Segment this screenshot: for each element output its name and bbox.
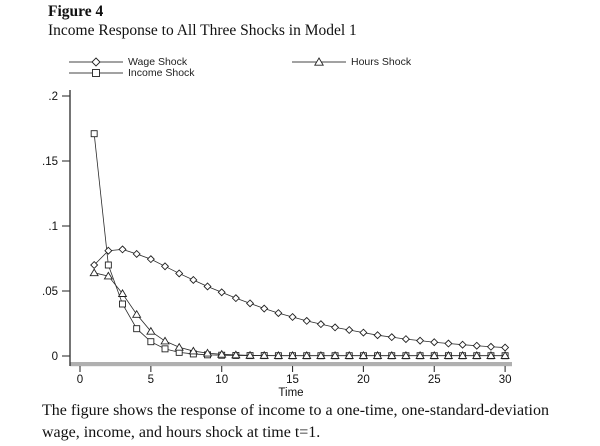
triangle-marker-hours-shock — [160, 336, 170, 345]
triangle-marker-hours-shock — [146, 326, 156, 335]
legend-entry-income-shock: Income Shock — [69, 67, 195, 79]
triangle-marker-hours-shock — [316, 351, 326, 359]
triangle-marker-hours-shock — [472, 351, 482, 359]
diamond-marker-wage-shock — [132, 249, 141, 258]
diamond-marker-wage-shock — [359, 328, 368, 337]
x-tick-label: 30 — [499, 374, 512, 386]
square-marker-income-shock — [90, 130, 98, 138]
diamond-marker-wage-shock — [416, 336, 425, 345]
triangle-marker-hours-shock — [287, 351, 298, 359]
diamond-marker-wage-shock — [160, 262, 170, 271]
triangle-marker-hours-shock — [302, 351, 312, 359]
diamond-marker-wage-shock — [316, 320, 325, 329]
diamond-marker-wage-shock — [246, 299, 255, 308]
diamond-marker-wage-shock — [345, 325, 354, 335]
triangle-marker-hours-shock — [344, 351, 354, 359]
triangle-marker-hours-shock — [103, 271, 114, 280]
x-axis-line — [70, 362, 512, 367]
triangle-marker-hours-shock — [387, 351, 397, 359]
diamond-marker-wage-shock — [373, 331, 382, 340]
diamond-marker-wage-shock — [203, 282, 212, 291]
triangle-marker-hours-shock — [89, 268, 99, 277]
diamond-marker-wage-shock — [231, 294, 240, 303]
x-tick-label: 25 — [428, 374, 441, 386]
triangle-marker-hours-shock — [500, 351, 510, 359]
diamond-marker-wage-shock — [288, 312, 297, 322]
diamond-marker-wage-shock — [217, 288, 226, 297]
diamond-marker-wage-shock — [260, 304, 269, 313]
y-tick-label: 0 — [52, 351, 58, 363]
hours-shock-line-triangle-icon — [292, 57, 346, 66]
triangle-marker-hours-shock — [330, 351, 340, 359]
triangle-marker-hours-shock — [245, 350, 255, 359]
triangle-marker-hours-shock — [358, 351, 369, 359]
x-tick-label: 15 — [286, 374, 299, 386]
figure-title: Income Response to All Three Shocks in M… — [48, 22, 357, 39]
diamond-marker-wage-shock — [118, 245, 127, 254]
figure-caption-line1: The figure shows the response of income … — [42, 402, 549, 419]
wage-shock-line-diamond-icon — [69, 57, 123, 67]
series-line-wage-shock — [93, 248, 506, 348]
x-tick-label: 0 — [77, 374, 83, 386]
triangle-marker-hours-shock — [486, 351, 496, 359]
diamond-marker-wage-shock — [430, 338, 439, 347]
legend-label-hours-shock: Hours Shock — [351, 56, 412, 68]
figure-label: Figure 4 — [48, 3, 104, 20]
diamond-marker-wage-shock — [458, 340, 467, 349]
triangle-marker-hours-shock — [429, 351, 439, 359]
square-marker-income-shock — [133, 325, 141, 333]
legend-entry-wage-shock: Wage Shock — [69, 56, 187, 68]
diamond-marker-wage-shock — [104, 246, 113, 255]
diamond-marker-wage-shock — [146, 255, 155, 264]
diamond-marker-wage-shock — [501, 343, 510, 352]
diamond-marker-wage-shock — [302, 316, 311, 325]
triangle-marker-hours-shock — [457, 351, 468, 359]
legend-entry-hours-shock: Hours Shock — [292, 56, 411, 68]
triangle-marker-hours-shock — [131, 309, 142, 318]
legend-label-wage-shock: Wage Shock — [128, 56, 188, 68]
triangle-marker-hours-shock — [443, 351, 454, 359]
triangle-marker-hours-shock — [231, 350, 241, 359]
diamond-marker-wage-shock — [387, 333, 396, 342]
diamond-marker-wage-shock — [331, 323, 340, 332]
square-marker-income-shock — [161, 345, 169, 353]
square-marker-income-shock — [147, 338, 155, 346]
y-tick-label: .1 — [48, 221, 58, 233]
triangle-marker-hours-shock — [188, 346, 199, 355]
triangle-marker-hours-shock — [401, 351, 411, 359]
diamond-marker-wage-shock — [486, 342, 495, 351]
square-marker-income-shock — [119, 300, 126, 308]
figure-caption-line2: wage, income, and hours shock at time t=… — [42, 423, 321, 441]
diamond-marker-wage-shock — [274, 309, 283, 318]
diamond-marker-wage-shock — [444, 339, 453, 348]
income-response-chart: 0 .05 .1 .15 .2 0 5 10 15 20 25 30 Time — [42, 90, 512, 399]
triangle-marker-hours-shock — [217, 349, 227, 358]
y-tick-label: .15 — [42, 156, 58, 168]
diamond-marker-wage-shock — [401, 335, 410, 344]
triangle-marker-hours-shock — [174, 342, 184, 351]
y-tick-label: .2 — [48, 91, 58, 103]
x-axis-title: Time — [278, 387, 303, 399]
y-tick-label: .05 — [42, 286, 58, 298]
diamond-marker-wage-shock — [189, 275, 198, 284]
series-line-income-shock — [93, 133, 506, 357]
triangle-marker-hours-shock — [273, 351, 284, 359]
x-tick-label: 20 — [357, 374, 370, 386]
square-marker-income-shock — [104, 261, 112, 269]
figure-caption: The figure shows the response of income … — [42, 400, 594, 443]
x-tick-label: 10 — [215, 374, 228, 386]
triangle-marker-hours-shock — [117, 289, 128, 297]
triangle-marker-hours-shock — [415, 351, 425, 359]
income-shock-line-square-icon — [69, 69, 123, 77]
x-tick-label: 5 — [148, 374, 154, 386]
figure-header: Figure 4 Income Response to All Three Sh… — [48, 2, 357, 40]
triangle-marker-hours-shock — [259, 350, 269, 359]
triangle-marker-hours-shock — [372, 351, 383, 359]
diamond-marker-wage-shock — [472, 341, 481, 350]
diamond-marker-wage-shock — [175, 269, 184, 278]
triangle-marker-hours-shock — [202, 348, 213, 357]
legend-label-income-shock: Income Shock — [128, 67, 195, 79]
